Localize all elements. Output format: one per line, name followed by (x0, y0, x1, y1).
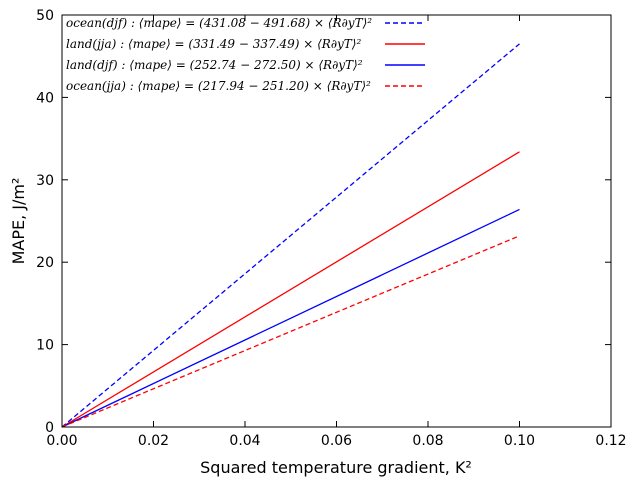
x-tick-label: 0.00 (46, 433, 77, 449)
y-tick-label: 30 (36, 173, 54, 189)
x-tick-label: 0.08 (412, 433, 443, 449)
series-line-2 (61, 208, 520, 428)
series-line-0 (61, 43, 520, 428)
plot-frame (61, 14, 612, 428)
series-line-1 (61, 151, 520, 428)
y-tick-label: 20 (36, 255, 54, 271)
x-tick-label: 0.04 (229, 433, 260, 449)
legend-label: land(djf) : ⟨mape⟩ = (252.74 − 272.50) ×… (66, 58, 363, 72)
y-axis-title: MAPE, J/m² (9, 178, 28, 265)
x-tick-label: 0.10 (504, 433, 535, 449)
y-tick-label: 40 (36, 90, 54, 106)
x-tick-label: 0.02 (138, 433, 169, 449)
x-tick-label: 0.06 (321, 433, 352, 449)
series-line-3 (61, 235, 520, 428)
legend-label: ocean(jja) : ⟨mape⟩ = (217.94 − 251.20) … (66, 79, 371, 93)
x-tick-label: 0.12 (595, 433, 626, 449)
y-tick-label: 0 (45, 420, 54, 436)
x-axis-title: Squared temperature gradient, K² (200, 458, 472, 477)
y-tick-label: 50 (36, 8, 54, 24)
legend-label: ocean(djf) : ⟨mape⟩ = (431.08 − 491.68) … (66, 16, 372, 30)
y-tick-label: 10 (36, 338, 54, 354)
legend-label: land(jja) : ⟨mape⟩ = (331.49 − 337.49) ×… (66, 37, 361, 51)
